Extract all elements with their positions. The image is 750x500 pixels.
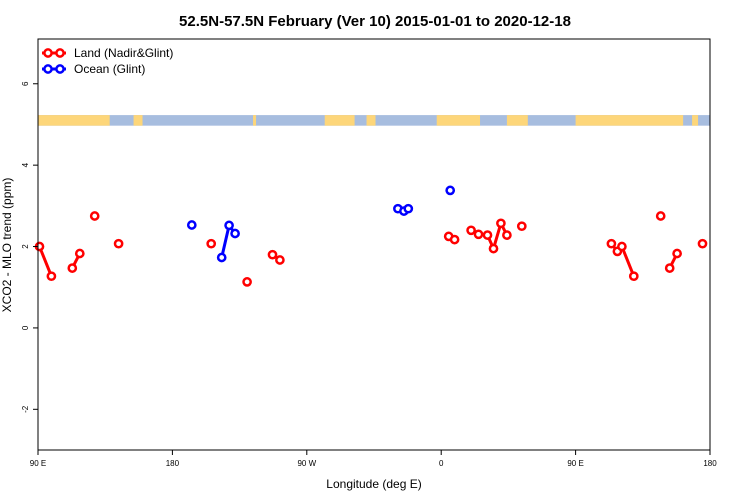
land-segment-8 (692, 115, 699, 126)
land-segment-1 (133, 115, 143, 126)
x-tick-label-4: 90 E (567, 459, 583, 468)
series-0-point-24 (628, 271, 639, 282)
series-1-point-2 (224, 220, 234, 231)
land-ocean-mask-band (38, 115, 710, 126)
series-0-point-23 (617, 241, 627, 252)
land-segment-2 (253, 115, 257, 126)
x-axis-label: Longitude (deg E) (326, 477, 421, 491)
legend-marker-start-0 (43, 48, 53, 58)
legend-label-0: Land (Nadir&Glint) (74, 46, 173, 60)
series-0-point-18 (516, 221, 527, 232)
series-1-point-7 (445, 185, 456, 196)
land-segment-3 (324, 115, 355, 126)
legend: Land (Nadir&Glint) Ocean (Glint) (42, 46, 173, 76)
land-segment-5 (436, 115, 481, 126)
series-1-point-0 (186, 220, 197, 230)
series-0-point-19 (655, 211, 666, 221)
x-tick-label-0: 90 E (30, 459, 46, 468)
series-0-point-11 (449, 234, 460, 245)
y-tick-label-2: 2 (21, 244, 30, 249)
y-tick-label-4: 6 (21, 81, 30, 86)
series-1-point-6 (403, 203, 414, 214)
y-tick-label-1: 0 (21, 325, 30, 330)
series-1-point-3 (230, 228, 240, 239)
legend-marker-start-1 (43, 64, 53, 74)
series-0-point-17 (502, 230, 512, 240)
legend-marker-end-0 (55, 48, 65, 58)
x-tick-label-5: 180 (703, 459, 717, 468)
series-0-point-20 (697, 238, 708, 249)
series-0-point-9 (275, 255, 285, 265)
series-0-point-3 (74, 248, 85, 259)
series-0-point-5 (113, 238, 124, 249)
series-0-point-2 (67, 263, 78, 273)
series-0-point-8 (267, 249, 278, 260)
x-tick-label-2: 90 W (297, 459, 316, 468)
series-0-point-15 (488, 243, 499, 254)
series-0-point-16 (496, 218, 506, 229)
land-segment-4 (366, 115, 376, 126)
land-segment-7 (575, 115, 684, 126)
series-0-point-13 (473, 229, 484, 240)
land-segment-6 (506, 115, 528, 126)
plot-frame (37, 38, 711, 451)
series-0-point-7 (242, 277, 252, 287)
series-0-line-0 (38, 245, 53, 277)
y-axis-label: XCO2 - MLO trend (ppm) (0, 178, 14, 313)
land-segment-0 (38, 115, 110, 126)
series-0-point-6 (206, 238, 217, 249)
legend-label-1: Ocean (Glint) (74, 62, 145, 76)
series-0-point-25 (664, 263, 675, 273)
series-0-point-14 (482, 230, 493, 240)
series-0-point-26 (672, 248, 682, 259)
series-0 (34, 211, 708, 287)
series-0-point-12 (466, 225, 476, 236)
y-tick-label-0: -2 (21, 405, 30, 413)
y-tick-label-3: 4 (21, 162, 30, 167)
series-1-point-1 (216, 252, 227, 263)
data-series (34, 185, 708, 287)
legend-marker-end-1 (55, 64, 65, 74)
x-axis: 90 E 180 90 W 0 90 E 180 (30, 450, 717, 468)
series-0-point-4 (89, 211, 100, 221)
series-0-point-1 (46, 271, 57, 282)
x-tick-label-3: 0 (439, 459, 444, 468)
y-axis: -2 0 2 4 6 (21, 81, 38, 413)
x-tick-label-1: 180 (166, 459, 180, 468)
chart-title: 52.5N-57.5N February (Ver 10) 2015-01-01… (179, 13, 571, 30)
series-0-point-21 (606, 238, 617, 249)
series-1 (186, 185, 456, 263)
